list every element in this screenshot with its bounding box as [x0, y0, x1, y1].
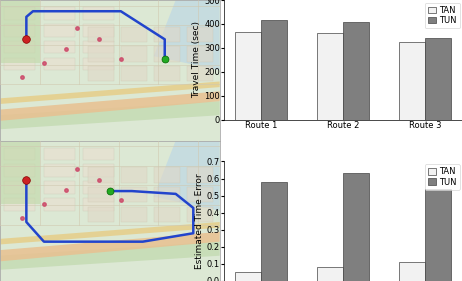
Bar: [5, 41, 35, 53]
Bar: [88, 207, 114, 222]
Polygon shape: [0, 222, 219, 244]
Bar: [154, 207, 180, 222]
Bar: [88, 187, 114, 202]
Bar: [88, 27, 114, 42]
Bar: [84, 24, 114, 37]
Y-axis label: Travel Time (sec): Travel Time (sec): [192, 21, 201, 98]
Bar: [187, 167, 213, 183]
Bar: [5, 24, 35, 37]
Polygon shape: [0, 242, 219, 270]
Bar: [121, 187, 147, 202]
Bar: [5, 164, 35, 177]
Bar: [44, 58, 75, 70]
Bar: [84, 7, 114, 20]
Bar: [121, 207, 147, 222]
Bar: [84, 148, 114, 160]
Legend: TAN, TUN: TAN, TUN: [425, 3, 460, 28]
Bar: [154, 46, 180, 62]
Polygon shape: [0, 81, 219, 104]
Polygon shape: [0, 101, 219, 129]
Bar: [121, 27, 147, 42]
Y-axis label: Estimated Time Error: Estimated Time Error: [195, 173, 204, 269]
Bar: [5, 198, 35, 211]
Bar: [0, 140, 40, 204]
Bar: [343, 22, 369, 120]
Bar: [235, 31, 261, 120]
Bar: [0, 0, 40, 63]
Bar: [121, 167, 147, 183]
Bar: [84, 198, 114, 211]
Bar: [187, 66, 213, 81]
Bar: [44, 24, 75, 37]
Bar: [187, 207, 213, 222]
Bar: [154, 187, 180, 202]
Bar: [44, 198, 75, 211]
Bar: [5, 181, 35, 194]
Bar: [343, 173, 369, 281]
Bar: [154, 167, 180, 183]
Polygon shape: [0, 232, 219, 261]
Bar: [121, 46, 147, 62]
Polygon shape: [154, 0, 219, 70]
Bar: [88, 167, 114, 183]
Text: Traffic-Unaware Navigation (TUN): Traffic-Unaware Navigation (TUN): [17, 152, 202, 162]
Bar: [425, 38, 451, 120]
Legend: TAN, TUN: TAN, TUN: [425, 164, 460, 190]
Polygon shape: [0, 91, 219, 121]
Bar: [154, 27, 180, 42]
Bar: [5, 7, 35, 20]
Bar: [5, 58, 35, 70]
Bar: [317, 267, 343, 281]
Bar: [235, 273, 261, 281]
Bar: [44, 181, 75, 194]
Bar: [154, 66, 180, 81]
Bar: [399, 262, 425, 281]
Bar: [187, 46, 213, 62]
Bar: [44, 41, 75, 53]
Bar: [84, 181, 114, 194]
Bar: [84, 58, 114, 70]
Bar: [399, 42, 425, 120]
Polygon shape: [154, 140, 219, 211]
Bar: [187, 27, 213, 42]
Bar: [88, 46, 114, 62]
Bar: [88, 66, 114, 81]
Bar: [425, 189, 451, 281]
Bar: [261, 182, 287, 281]
Bar: [84, 164, 114, 177]
Bar: [121, 66, 147, 81]
Bar: [84, 41, 114, 53]
Bar: [44, 148, 75, 160]
Bar: [187, 187, 213, 202]
Bar: [44, 164, 75, 177]
Bar: [261, 20, 287, 120]
Bar: [44, 7, 75, 20]
Bar: [5, 148, 35, 160]
Bar: [317, 33, 343, 120]
